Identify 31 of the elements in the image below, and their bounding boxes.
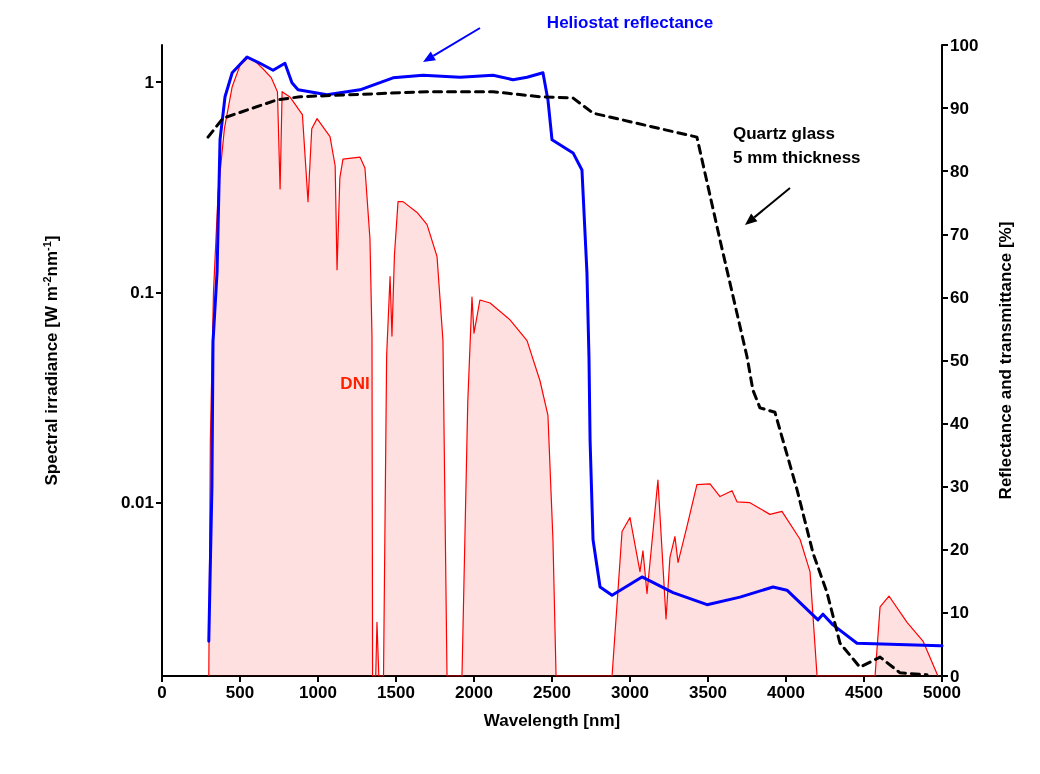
text: Heliostat reflectance <box>546 12 714 32</box>
x-tick-label: 4000 <box>767 683 805 702</box>
x-tick-label: 500 <box>225 683 255 702</box>
y-axis-title: Spectral irradiance [W m-2nm-1] <box>40 235 61 486</box>
y2-tick-label: 100 <box>950 35 979 55</box>
x-tick-label: 1000 <box>299 683 337 702</box>
x-tick-label: 2000 <box>455 683 493 702</box>
x-tick-label: 2500 <box>533 683 571 702</box>
x-tick-label: 0 <box>157 683 167 702</box>
y-tick-label: 0.01 <box>120 493 154 513</box>
y2-tick-label: 0 <box>950 666 960 686</box>
y2-tick-label: 90 <box>950 98 969 118</box>
annotation: DNI <box>340 373 370 393</box>
x-tick-label: 3000 <box>611 683 649 702</box>
y2-tick-label: 40 <box>950 414 969 434</box>
y2-tick-label: 70 <box>950 224 969 244</box>
y-tick-label: 1 <box>144 72 154 92</box>
y2-tick-label: 80 <box>950 161 969 181</box>
annotation: Quartz glass 5 mm thickness <box>733 123 861 167</box>
x-tick-label: 1500 <box>377 683 415 702</box>
y-tick-label: 0.1 <box>130 282 154 302</box>
x-tick-label: 5000 <box>923 683 961 702</box>
y2-tick-label: 60 <box>950 287 969 307</box>
y2-axis-title: Reflectance and transmittance [%] <box>996 221 1015 500</box>
x-axis-title: Wavelength [nm] <box>483 711 621 730</box>
x-tick-label: 3500 <box>689 683 727 702</box>
y2-tick-label: 20 <box>950 540 969 560</box>
y2-tick-label: 30 <box>950 477 969 497</box>
y2-tick-label: 10 <box>950 603 969 623</box>
y2-tick-label: 50 <box>950 351 969 370</box>
x-tick-label: 4500 <box>845 683 883 702</box>
